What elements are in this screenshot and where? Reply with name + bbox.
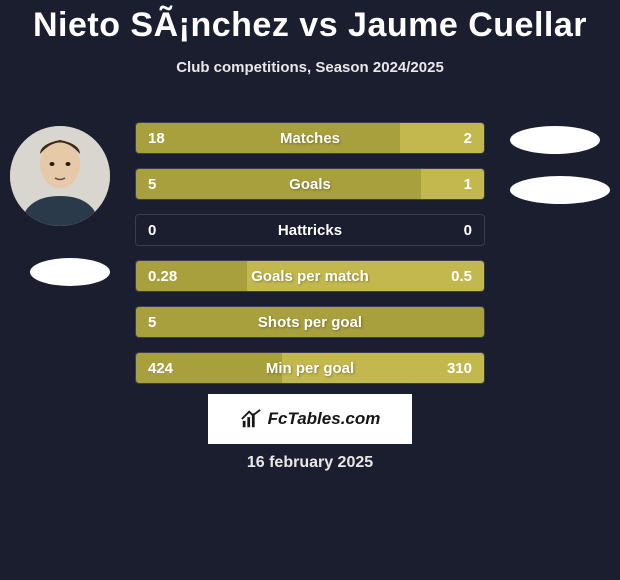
comparison-chart: 18Matches2 5Goals1 0Hattricks0 0.28Goals pe… <box>135 122 485 398</box>
bar-label: Shots per goal <box>136 307 484 337</box>
date-text: 16 february 2025 <box>0 454 620 472</box>
bar-right-value: 1 <box>464 169 472 199</box>
bar-right-value: 0 <box>464 215 472 245</box>
player-left-club-badge <box>30 258 110 286</box>
bar-right-value: 2 <box>464 123 472 153</box>
player-right-club-badge <box>510 176 610 204</box>
bar-row: 18Matches2 <box>135 122 485 154</box>
bar-label: Min per goal <box>136 353 484 383</box>
player-left-avatar <box>10 126 110 226</box>
player-right-avatar <box>510 126 600 154</box>
person-icon <box>10 126 110 226</box>
bar-label: Matches <box>136 123 484 153</box>
bar-right-value: 0.5 <box>451 261 472 291</box>
chart-icon <box>240 408 262 430</box>
bar-row: 0Hattricks0 <box>135 214 485 246</box>
bar-row: 5Shots per goal <box>135 306 485 338</box>
bar-row: 5Goals1 <box>135 168 485 200</box>
bar-label: Goals <box>136 169 484 199</box>
subtitle: Club competitions, Season 2024/2025 <box>0 59 620 76</box>
bar-label: Hattricks <box>136 215 484 245</box>
bar-row: 0.28Goals per match0.5 <box>135 260 485 292</box>
bar-right-value: 310 <box>447 353 472 383</box>
brand-logo: FcTables.com <box>208 394 412 444</box>
brand-text: FcTables.com <box>268 409 381 429</box>
bar-label: Goals per match <box>136 261 484 291</box>
page-title: Nieto SÃ¡nchez vs Jaume Cuellar <box>0 0 620 45</box>
bar-row: 424Min per goal310 <box>135 352 485 384</box>
